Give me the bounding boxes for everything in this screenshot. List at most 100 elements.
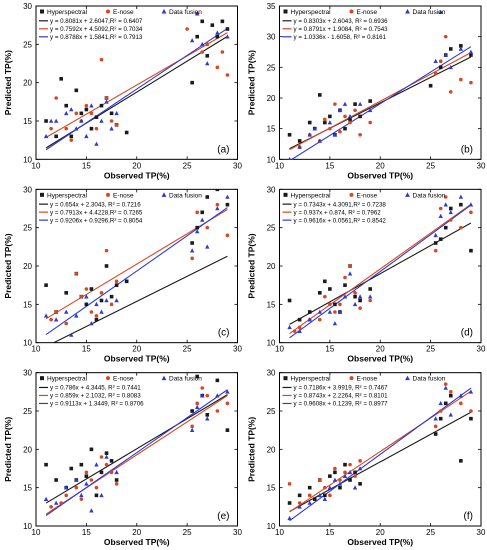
x-tick-label: 30 — [477, 528, 486, 537]
data-point — [323, 294, 327, 299]
data-point — [225, 428, 230, 432]
x-tick-label: 30 — [233, 345, 242, 354]
data-point — [69, 138, 74, 142]
data-point — [338, 129, 342, 134]
y-tick-label: 15 — [267, 300, 276, 309]
equation-label: y = 0.8791x + 1.9084, R² = 0.7543 — [294, 26, 389, 33]
data-point — [114, 110, 119, 116]
plot-frame — [35, 188, 238, 344]
data-point — [318, 291, 322, 295]
legend-label: Data fusion — [169, 9, 202, 16]
legend-label: Hyperspectral — [291, 192, 332, 199]
y-tick-label: 20 — [267, 262, 276, 271]
y-tick-label: 25 — [267, 224, 276, 233]
data-point — [94, 485, 99, 490]
data-point — [215, 34, 220, 39]
data-point — [332, 321, 338, 326]
data-point — [94, 301, 99, 307]
data-point — [333, 102, 337, 106]
data-point — [328, 302, 332, 307]
x-tick-label: 20 — [132, 345, 141, 354]
data-point — [353, 294, 357, 299]
y-tick-label: 30 — [23, 2, 32, 11]
legend-marker — [349, 192, 354, 197]
data-point — [74, 271, 79, 276]
data-point — [195, 34, 199, 39]
y-axis-label: Predicted TP(%) — [3, 233, 13, 298]
data-point — [448, 64, 453, 70]
data-point — [79, 118, 84, 123]
data-point — [189, 248, 195, 253]
data-point — [124, 279, 129, 284]
fit-line-data-fusion — [289, 204, 472, 339]
data-point — [458, 393, 464, 398]
data-point — [297, 144, 302, 149]
data-point — [327, 309, 333, 314]
x-tick-label: 15 — [82, 528, 91, 537]
legend-label: Data fusion — [413, 9, 446, 16]
data-point — [323, 493, 327, 498]
panel-label: (f) — [464, 511, 473, 522]
data-point — [89, 321, 94, 326]
data-point — [84, 481, 89, 486]
data-point — [448, 412, 453, 417]
x-tick-label: 30 — [233, 528, 242, 537]
data-point — [317, 492, 322, 498]
data-point — [448, 390, 453, 394]
x-tick-label: 20 — [132, 161, 141, 170]
data-point — [84, 474, 89, 478]
data-point — [94, 317, 99, 322]
y-axis-label: Predicted TP(%) — [247, 417, 257, 482]
data-point — [124, 130, 129, 135]
equation-label: y = 0.8303x + 2.6043, R² = 0.6936 — [294, 18, 389, 25]
data-point — [74, 313, 79, 318]
data-point — [318, 478, 322, 482]
data-point — [195, 401, 199, 406]
data-point — [347, 114, 353, 119]
data-point — [205, 393, 210, 398]
data-point — [333, 310, 337, 314]
data-point — [307, 485, 312, 490]
legend-label: Data fusion — [413, 192, 446, 199]
data-point — [358, 133, 362, 137]
data-point — [348, 478, 352, 482]
y-tick-label: 20 — [23, 262, 32, 271]
data-point — [189, 427, 195, 432]
x-tick-label: 15 — [325, 528, 334, 537]
data-point — [59, 501, 63, 505]
data-point — [297, 493, 302, 498]
data-point — [43, 313, 49, 318]
data-point — [357, 294, 363, 299]
data-point — [89, 447, 94, 452]
data-point — [368, 99, 372, 103]
x-tick-label: 25 — [426, 345, 435, 354]
data-point — [94, 141, 99, 146]
data-point — [99, 57, 104, 62]
y-axis-label: Predicted TP(%) — [247, 50, 257, 115]
legend-label: Data fusion — [169, 192, 202, 199]
data-point — [348, 462, 352, 467]
legend-marker — [349, 9, 354, 14]
data-point — [342, 294, 348, 299]
data-point — [287, 324, 292, 330]
data-point — [322, 496, 328, 501]
data-point — [205, 42, 210, 47]
data-point — [205, 244, 210, 249]
legend-marker — [161, 192, 167, 197]
x-tick-label: 10 — [32, 161, 41, 170]
data-point — [333, 302, 337, 307]
data-point — [438, 213, 443, 218]
data-point — [353, 108, 357, 113]
y-axis-label: Predicted TP(%) — [3, 50, 13, 115]
data-point — [200, 19, 205, 24]
data-point — [287, 482, 292, 486]
data-point — [443, 385, 448, 390]
data-point — [59, 77, 63, 81]
data-point — [114, 478, 119, 482]
data-point — [225, 401, 230, 406]
data-point — [104, 99, 109, 104]
data-point — [205, 61, 210, 66]
data-point — [438, 65, 443, 70]
data-point — [343, 470, 347, 475]
data-point — [94, 493, 99, 498]
